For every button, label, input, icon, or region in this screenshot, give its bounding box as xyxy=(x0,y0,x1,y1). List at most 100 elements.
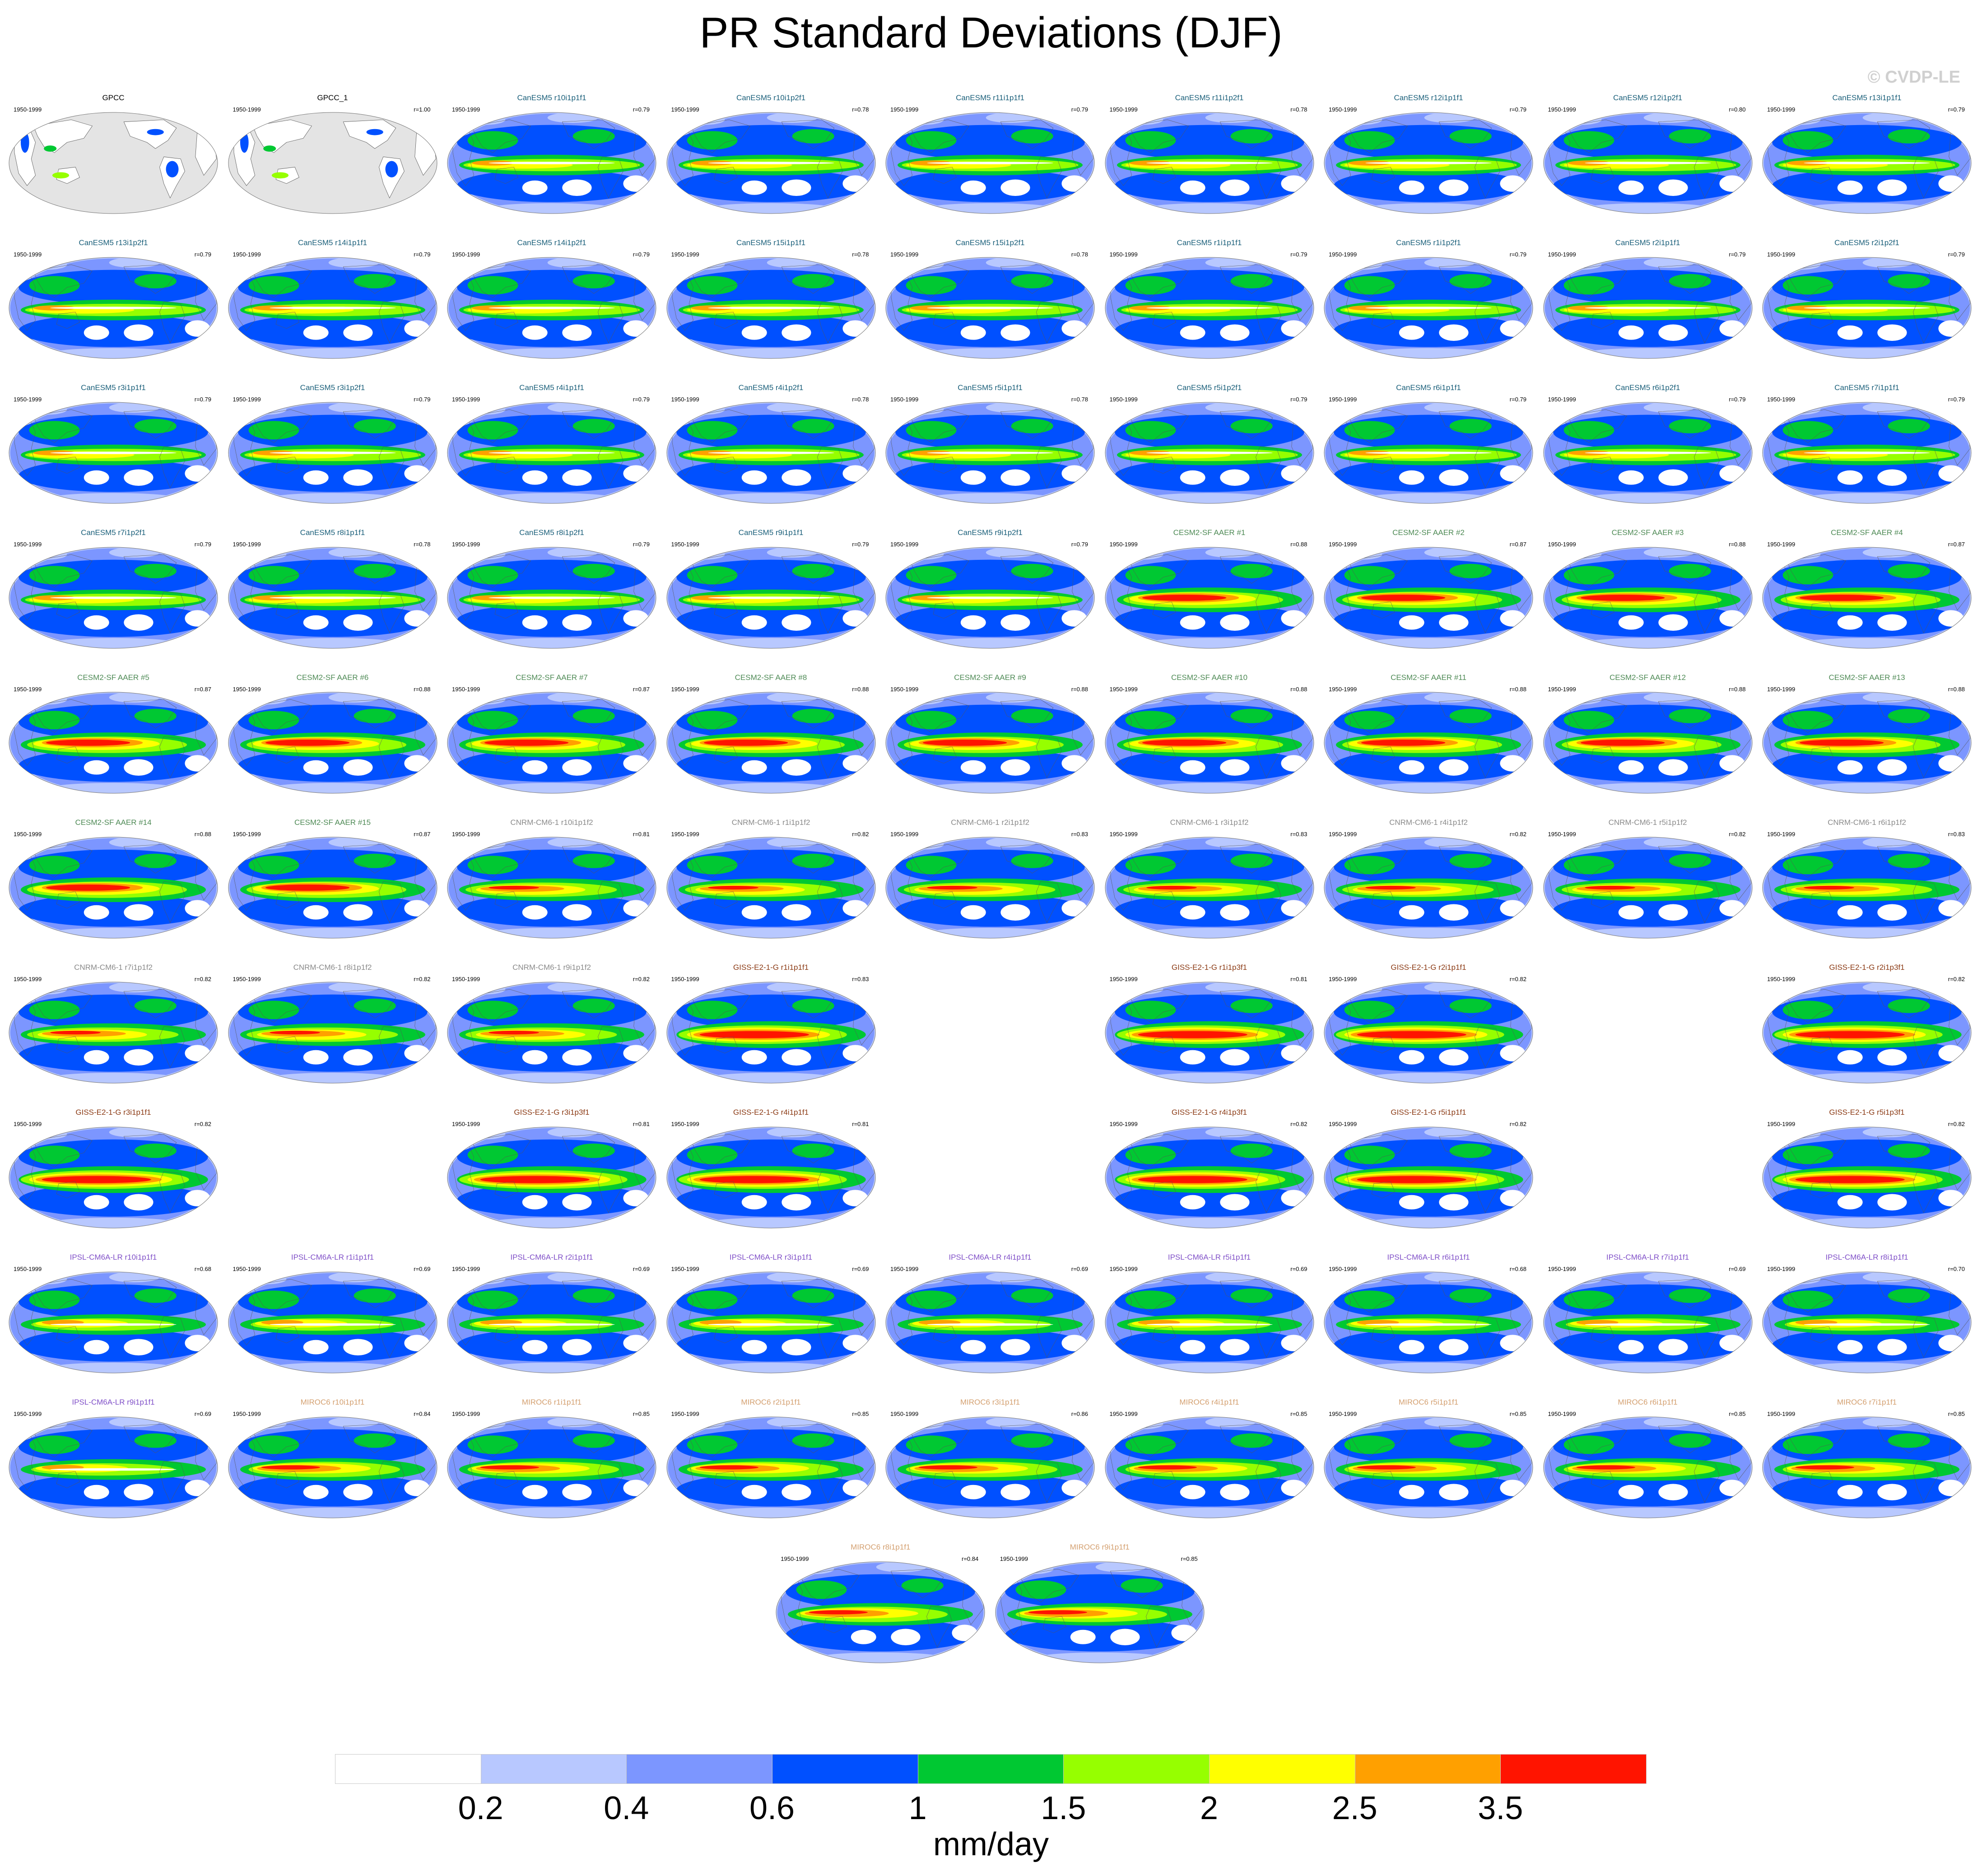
panel-pattern-correlation: r=0.82 xyxy=(852,831,869,838)
coastline xyxy=(1438,264,1492,294)
precip-blob xyxy=(1121,1419,1163,1429)
precip-blob xyxy=(1125,1145,1176,1164)
panel-pattern-correlation: r=0.79 xyxy=(194,541,211,548)
map-svg xyxy=(1762,547,1972,649)
precip-blob xyxy=(1888,129,1930,144)
coastline xyxy=(1036,1461,1062,1503)
panel-period: 1950-1999 xyxy=(233,1266,261,1272)
panel-pattern-correlation: r=0.79 xyxy=(1509,251,1526,258)
precip-blob xyxy=(1219,1194,1250,1210)
map-panel: CNRM-CM6-1 r10i1p1f2 1950-1999 r=0.81 xyxy=(447,818,657,941)
coastline xyxy=(1371,601,1395,619)
precip-blob xyxy=(796,1580,847,1599)
map-svg xyxy=(666,1271,875,1373)
map-border xyxy=(666,112,875,214)
map-svg xyxy=(447,1271,656,1373)
panel-pattern-correlation: r=0.88 xyxy=(194,831,211,838)
precip-blob xyxy=(1719,755,1745,772)
precip-blob xyxy=(124,904,154,921)
map-border xyxy=(447,1271,656,1373)
coastline xyxy=(1110,273,1132,331)
panel-pattern-correlation: r=0.84 xyxy=(414,1410,431,1417)
panel-pattern-correlation: r=0.78 xyxy=(1071,251,1088,258)
map-panel: CESM2-SF AAER #12 1950-1999 r=0.88 xyxy=(1543,673,1753,796)
precip-blob xyxy=(572,1288,615,1303)
precip-blob xyxy=(1837,760,1863,775)
coastline xyxy=(1567,119,1627,153)
coastline xyxy=(1913,1026,1939,1068)
coastline xyxy=(1591,456,1614,474)
panel-title: CanESM5 r7i1p2f1 xyxy=(81,528,146,537)
precip-blob xyxy=(489,1072,615,1083)
precip-blob xyxy=(522,180,548,195)
precip-blob xyxy=(792,1143,834,1158)
map-border xyxy=(1105,257,1314,359)
colorbar-tick-label: 0.6 xyxy=(749,1790,795,1826)
map-svg xyxy=(1762,257,1972,359)
precip-blob xyxy=(741,1340,767,1355)
map-svg xyxy=(1105,402,1314,504)
precip-blob xyxy=(1795,1031,1905,1038)
panel-title: CNRM-CM6-1 r5i1p1f2 xyxy=(1608,818,1687,827)
precip-blob xyxy=(922,740,1007,746)
precip-blob xyxy=(1559,259,1601,270)
coastline xyxy=(817,156,843,199)
coastline xyxy=(378,1026,405,1068)
map-panel: GISS-E2-1-G r5i1p1f1 1950-1999 r=0.82 xyxy=(1323,1108,1534,1231)
precip-blob xyxy=(1344,711,1395,730)
precip-blob xyxy=(1500,1335,1526,1351)
precip-blob xyxy=(1280,465,1306,482)
precip-blob xyxy=(50,638,177,648)
precip-blob xyxy=(134,419,177,433)
coastline xyxy=(891,273,912,331)
precip-blob xyxy=(1365,927,1492,938)
panel-title: CESM2-SF AAER #11 xyxy=(1391,673,1466,682)
map-svg xyxy=(995,1561,1205,1663)
coastline xyxy=(672,997,693,1056)
precip-blob xyxy=(1219,904,1250,921)
panel-title: CESM2-SF AAER #8 xyxy=(735,673,807,682)
precip-blob xyxy=(1180,180,1205,195)
coastline xyxy=(672,1432,693,1490)
coastline xyxy=(343,554,396,584)
coastline xyxy=(1877,264,1931,294)
precip-blob xyxy=(1778,694,1821,705)
map-border xyxy=(9,257,218,359)
precip-blob xyxy=(147,129,164,135)
coastline xyxy=(123,989,177,1019)
precip-blob xyxy=(1146,162,1273,164)
precip-blob xyxy=(562,324,592,341)
coastline xyxy=(1255,301,1281,344)
precip-blob xyxy=(1000,1339,1030,1355)
panel-period: 1950-1999 xyxy=(1109,541,1138,548)
coastline xyxy=(1000,1279,1054,1308)
precip-blob xyxy=(1121,984,1163,995)
panel-title: CanESM5 r5i1p1f1 xyxy=(958,383,1023,392)
coastline xyxy=(1567,264,1627,298)
panel-title: CanESM5 r3i1p1f1 xyxy=(81,383,146,392)
panel-pattern-correlation: r=0.86 xyxy=(1071,1410,1088,1417)
precip-blob xyxy=(343,614,373,631)
panel-pattern-correlation: r=0.82 xyxy=(1948,976,1965,982)
map-svg xyxy=(447,402,656,504)
precip-blob xyxy=(1344,1145,1395,1164)
precip-blob xyxy=(960,180,986,195)
precip-blob xyxy=(489,452,615,454)
panel-period: 1950-1999 xyxy=(1109,976,1138,982)
coastline xyxy=(781,409,834,439)
coastline xyxy=(471,554,531,588)
coastline xyxy=(1152,167,1176,184)
page-title: PR Standard Deviations (DJF) xyxy=(699,9,1283,57)
map-svg xyxy=(1105,112,1314,214)
precip-blob xyxy=(1121,1274,1163,1285)
precip-blob xyxy=(960,1340,986,1355)
panel-period: 1950-1999 xyxy=(1329,251,1357,258)
precip-blob xyxy=(682,984,725,995)
coastline xyxy=(1768,273,1789,331)
coastline xyxy=(714,891,738,908)
precip-blob xyxy=(927,452,1053,454)
coastline xyxy=(1694,1461,1720,1503)
map-panel: GISS-E2-1-G r1i1p1f1 1950-1999 r=0.83 xyxy=(666,963,876,1086)
precip-blob xyxy=(50,1072,177,1083)
coastline xyxy=(1348,844,1408,878)
